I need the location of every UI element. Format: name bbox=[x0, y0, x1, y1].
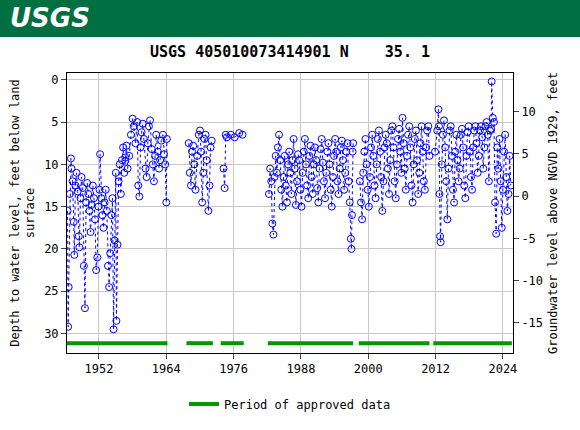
svg-text:Depth to water level, feet bel: Depth to water level, feet below landsur… bbox=[8, 79, 38, 346]
svg-text:2024: 2024 bbox=[488, 362, 517, 376]
svg-text:0: 0 bbox=[521, 189, 528, 203]
svg-text:0: 0 bbox=[51, 73, 58, 87]
html-text:USGS: USGS bbox=[10, 3, 90, 33]
svg-text:2012: 2012 bbox=[421, 362, 450, 376]
svg-text:USGS 405010073414901 N 35.: USGS 405010073414901 N 35. 1 bbox=[150, 43, 430, 61]
svg-text:5: 5 bbox=[51, 115, 58, 129]
svg-text:30: 30 bbox=[44, 327, 58, 341]
svg-text:1964: 1964 bbox=[152, 362, 181, 376]
svg-text:-10: -10 bbox=[521, 274, 543, 288]
svg-text:10: 10 bbox=[521, 105, 535, 119]
svg-text:20: 20 bbox=[44, 242, 58, 256]
svg-text:15: 15 bbox=[44, 200, 58, 214]
svg-text:1952: 1952 bbox=[85, 362, 114, 376]
svg-text:-15: -15 bbox=[521, 316, 543, 330]
svg-text:Groundwater level above NGVD 1: Groundwater level above NGVD 1929, feet bbox=[546, 72, 560, 354]
svg-text:10: 10 bbox=[44, 158, 58, 172]
svg-text:Period of approved data: Period of approved data bbox=[224, 398, 390, 412]
svg-text:25: 25 bbox=[44, 284, 58, 298]
svg-text:-5: -5 bbox=[521, 232, 535, 246]
svg-text:1976: 1976 bbox=[219, 362, 248, 376]
svg-text:2000: 2000 bbox=[354, 362, 383, 376]
svg-text:1988: 1988 bbox=[286, 362, 315, 376]
svg-text:5: 5 bbox=[521, 147, 528, 161]
